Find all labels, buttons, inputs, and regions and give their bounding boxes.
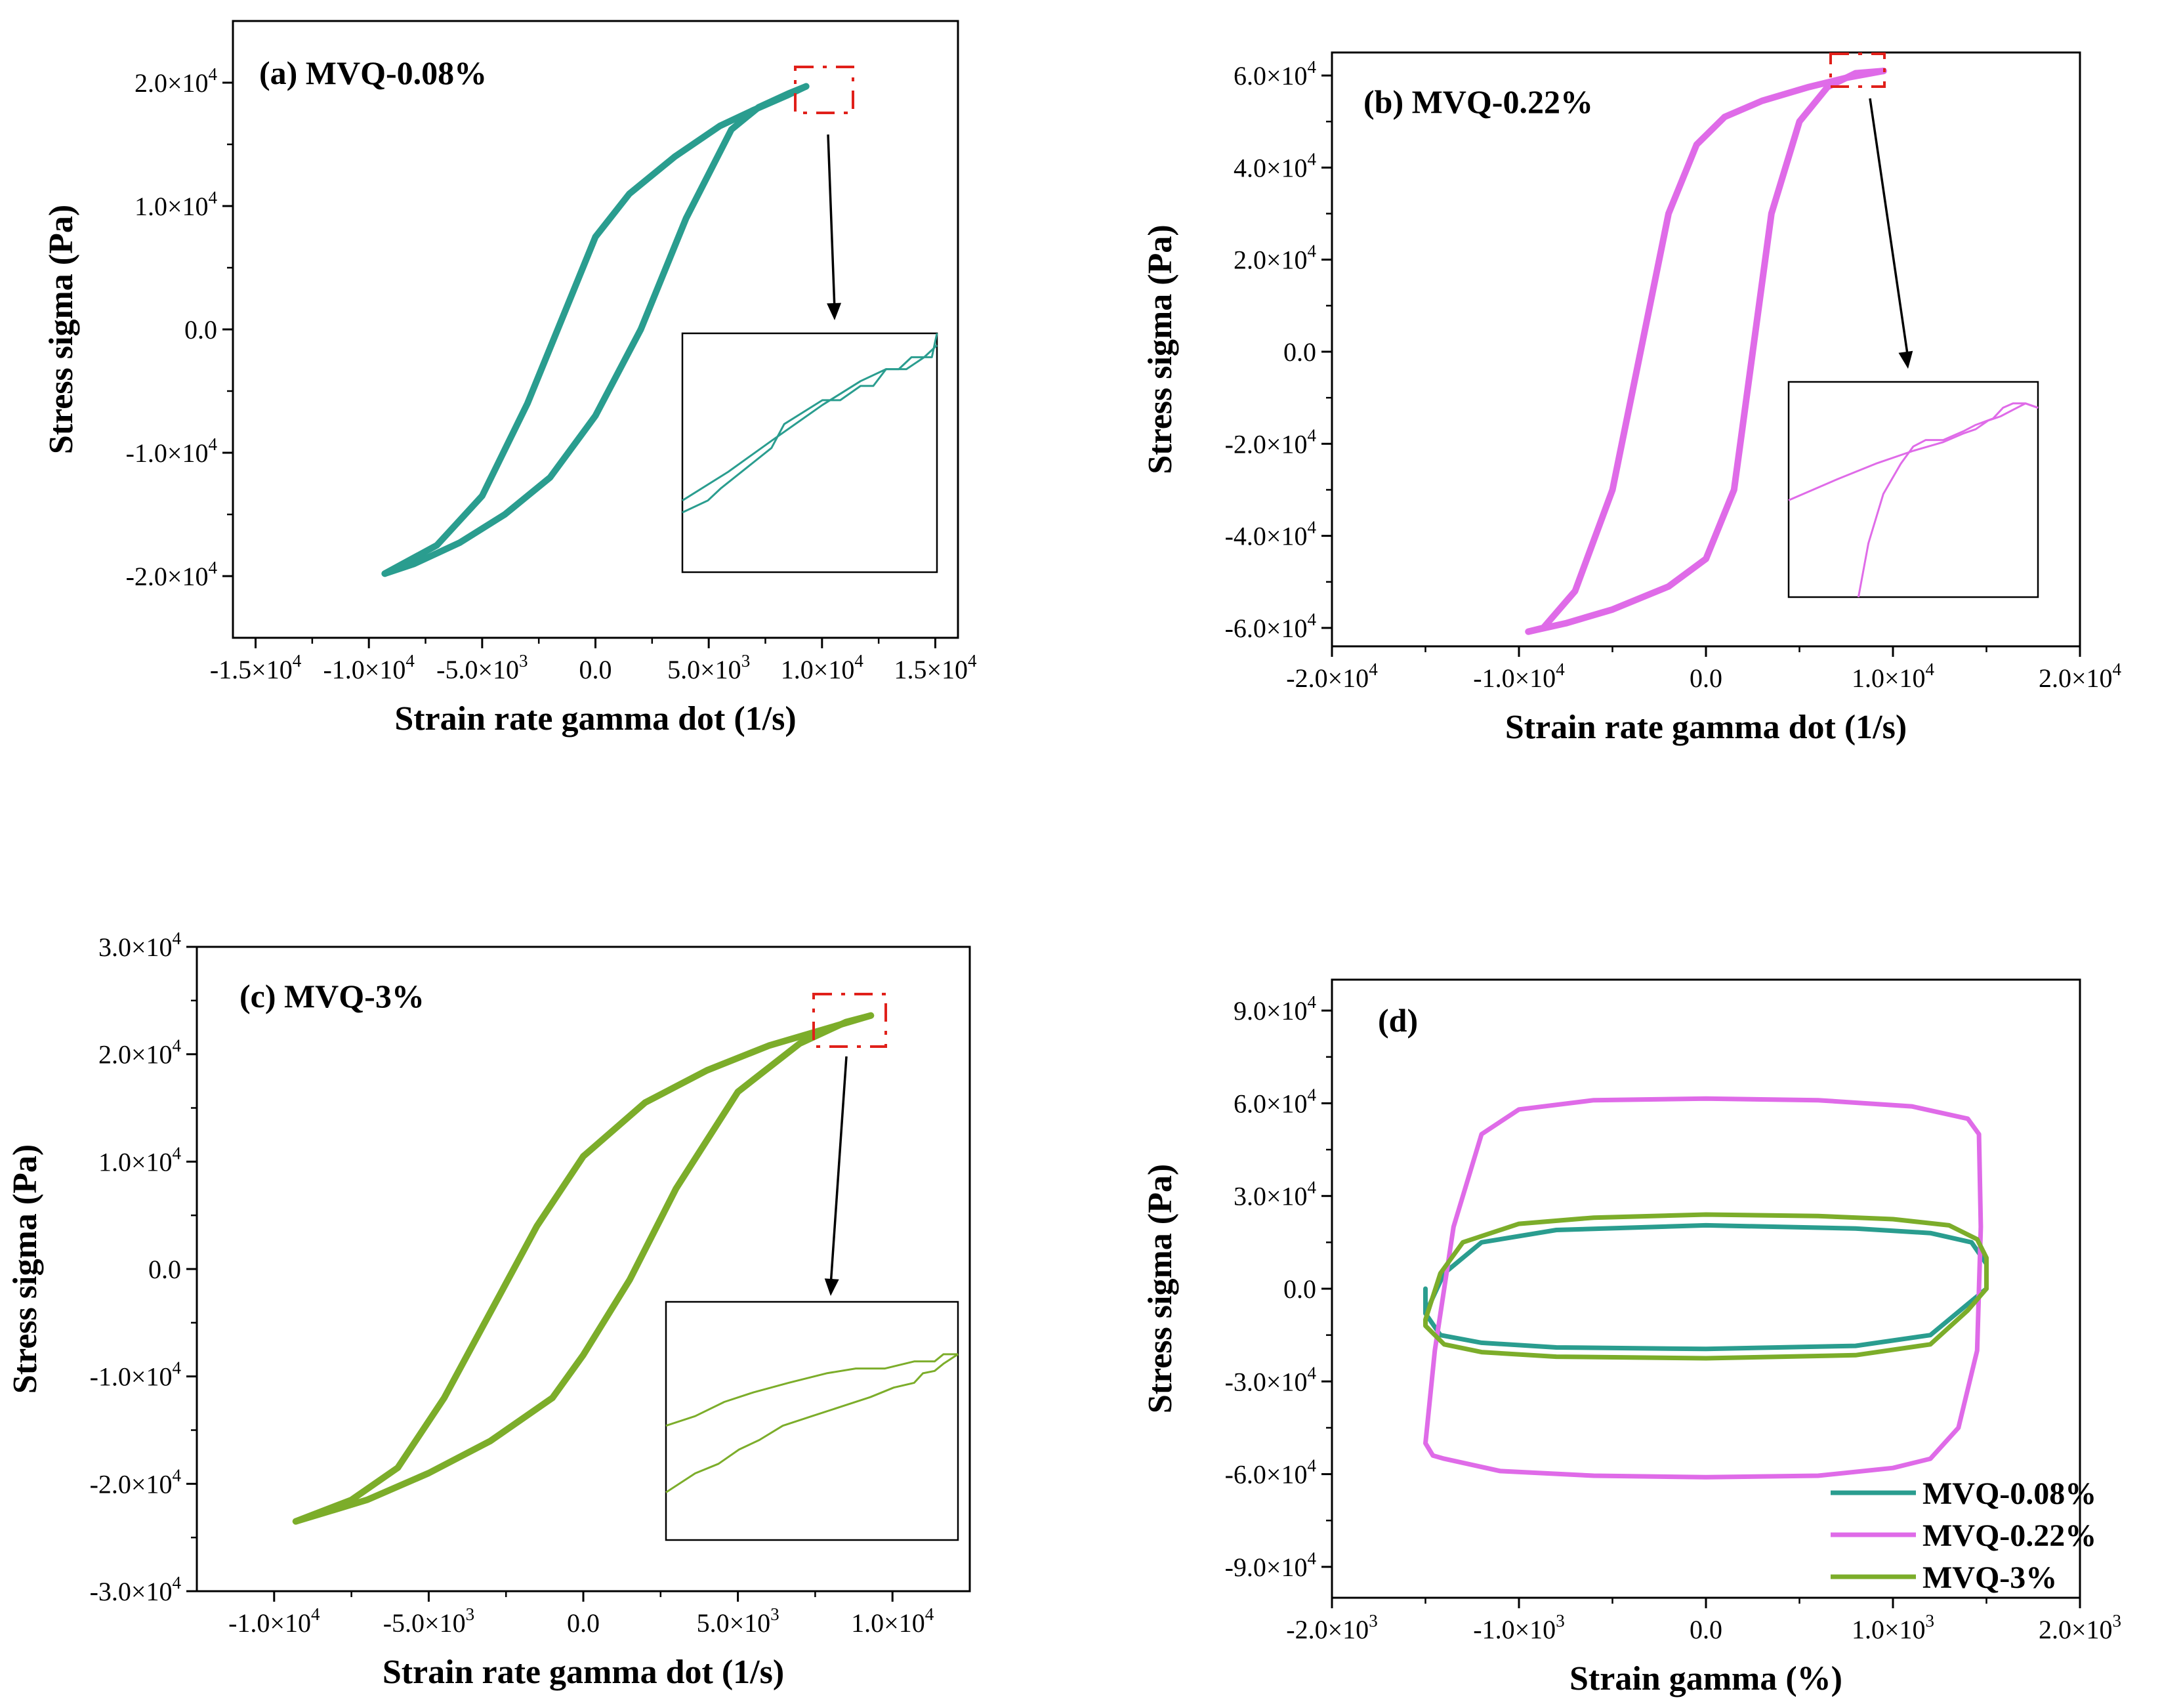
series-line-2 [1423,1096,1984,1480]
inset-line-2 [1857,402,2039,598]
panel-label: (c) MVQ-3% [239,978,425,1014]
x-tick-label: -2.0×104 [1286,659,1378,693]
x-tick-label: 2.0×104 [2039,659,2122,693]
y-tick-label: 1.0×104 [98,1143,182,1177]
y-tick-label: -2.0×104 [90,1465,182,1499]
y-tick-label: 2.0×104 [135,64,218,98]
legend-label: MVQ-0.08% [1922,1476,2096,1511]
x-tick-label: 1.0×103 [1852,1611,1934,1644]
x-tick-label: -5.0×103 [383,1604,474,1638]
zoom-arrow-head [827,302,842,320]
y-tick-label: 3.0×104 [98,928,182,962]
zoom-arrow [827,134,836,310]
x-tick-label: 5.0×103 [697,1604,779,1638]
inset-frame [1787,381,2039,598]
y-tick-label: 0.0 [1283,1274,1316,1304]
zoom-arrow [829,1056,848,1286]
y-tick-label: 1.0×104 [135,188,218,221]
legend-label: MVQ-3% [1922,1560,2057,1595]
x-tick-label: 1.0×104 [781,651,864,684]
x-tick-label: -2.0×103 [1286,1611,1377,1644]
inset-line-1 [665,1353,958,1427]
x-tick-label: -5.0×103 [436,651,528,684]
series-line-1 [292,1012,875,1525]
x-tick-label: -1.5×104 [210,651,302,684]
panel-label: (a) MVQ-0.08% [259,54,487,91]
inset-line-1 [1788,402,2039,501]
x-tick-label: 1.5×104 [894,651,977,684]
chart-a: -1.5×104 -1.0×104 -5.0×103 0.0 5.0×103 1.0×10… [43,20,977,738]
chart-d: -2.0×103 -1.0×103 0.0 1.0×103 2.0×103 -9.0×10… [1142,978,2121,1698]
x-axis-title: Strain rate gamma dot (1/s) [1505,709,1907,746]
y-tick-label: -6.0×104 [1225,610,1317,643]
x-tick-label: 1.0×104 [1852,659,1935,693]
x-tick-label: 0.0 [567,1608,600,1638]
series-line-1 [1423,1222,1989,1352]
x-tick-label: -1.0×104 [1473,659,1565,693]
y-tick-label: 4.0×104 [1234,149,1317,182]
inset-line-1 [682,344,938,502]
y-axis-title: Stress sigma (Pa) [1142,1164,1179,1413]
x-tick-label: -1.0×104 [323,651,415,684]
inset-line-2 [665,1353,959,1493]
inset-line-2 [682,333,938,514]
y-tick-label: 3.0×104 [1234,1178,1317,1211]
y-tick-label: -1.0×104 [126,434,218,468]
x-tick-label: -1.0×104 [228,1604,320,1638]
chart-b: -2.0×104 -1.0×104 0.0 1.0×104 2.0×104 -6.0×10… [1142,51,2122,746]
y-axis-title: Stress sigma (Pa) [43,205,80,454]
x-tick-label: 0.0 [1690,1615,1722,1644]
chart-c: -1.0×104 -5.0×103 0.0 5.0×103 1.0×104 -3.0×10… [7,928,971,1691]
y-tick-label: 0.0 [1283,337,1316,367]
y-axis-title: Stress sigma (Pa) [1142,224,1179,474]
zoom-arrow-head [1898,350,1913,369]
y-tick-label: -4.0×104 [1225,518,1317,551]
inset-frame [665,1301,959,1541]
zoom-box [794,66,854,114]
y-axis-title: Stress sigma (Pa) [7,1144,44,1394]
y-tick-label: 2.0×104 [1234,241,1317,275]
x-tick-label: 2.0×103 [2039,1611,2121,1644]
x-tick-label: 0.0 [579,655,612,684]
y-tick-label: 0.0 [184,315,217,344]
y-tick-label: -3.0×104 [90,1573,182,1606]
series-line-2 [1525,68,1887,635]
series-line-2 [292,1012,875,1525]
series-line-2 [381,83,810,577]
y-tick-label: 0.0 [148,1255,181,1284]
x-tick-label: -1.0×103 [1473,1611,1564,1644]
y-tick-label: -9.0×104 [1225,1549,1317,1582]
series-line-1 [1525,68,1887,635]
zoom-box [1829,52,1886,88]
zoom-arrow [1869,98,1909,359]
y-tick-label: -2.0×104 [126,558,218,591]
x-axis-title: Strain rate gamma dot (1/s) [394,700,796,738]
legend-label: MVQ-0.22% [1922,1518,2096,1553]
y-tick-label: 2.0×104 [98,1036,182,1070]
y-tick-label: 6.0×104 [1234,57,1317,91]
panel-label: (b) MVQ-0.22% [1363,83,1593,120]
x-tick-label: 0.0 [1690,663,1722,693]
y-tick-label: -2.0×104 [1225,425,1317,459]
x-tick-label: 5.0×103 [667,651,750,684]
x-axis-title: Strain gamma (%) [1569,1660,1842,1698]
series-line-3 [1423,1212,1989,1361]
y-tick-label: -3.0×104 [1225,1363,1317,1396]
inset-frame [681,332,938,573]
y-tick-label: 9.0×104 [1234,992,1317,1026]
y-tick-label: -6.0×104 [1225,1456,1317,1489]
y-tick-label: 6.0×104 [1234,1085,1317,1118]
zoom-arrow-head [824,1278,839,1296]
panel-label: (d) [1378,1002,1418,1039]
zoom-box [812,993,887,1048]
x-axis-title: Strain rate gamma dot (1/s) [383,1654,784,1691]
y-tick-label: -1.0×104 [90,1358,182,1392]
x-tick-label: 1.0×104 [851,1604,934,1638]
